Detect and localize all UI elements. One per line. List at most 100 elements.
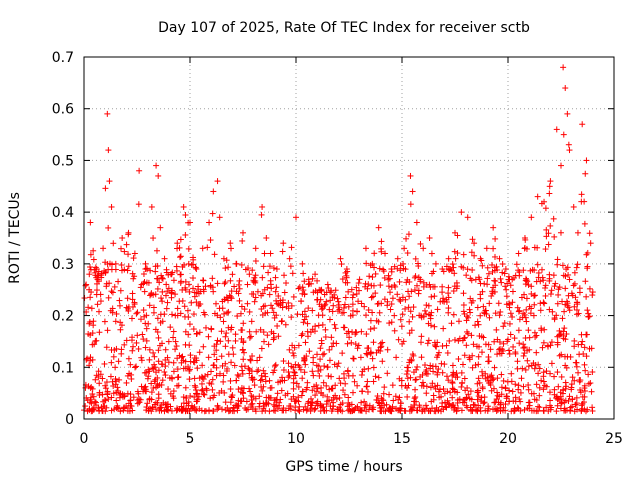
data-point xyxy=(201,391,208,398)
data-point xyxy=(162,363,169,370)
data-point xyxy=(244,300,251,307)
data-point xyxy=(432,385,439,392)
data-point xyxy=(430,368,437,375)
data-point xyxy=(502,283,509,290)
data-point xyxy=(477,291,484,298)
data-point xyxy=(285,369,292,376)
data-point xyxy=(431,293,438,300)
data-point xyxy=(425,320,432,327)
data-point xyxy=(482,307,489,314)
data-point xyxy=(176,244,183,251)
data-point xyxy=(192,406,199,413)
data-point xyxy=(174,240,181,247)
data-point xyxy=(560,272,567,279)
y-tick-label: 0.1 xyxy=(52,360,74,376)
chart-title: Day 107 of 2025, Rate Of TEC Index for r… xyxy=(158,20,530,36)
data-point xyxy=(485,403,492,410)
data-point xyxy=(225,297,232,304)
data-point xyxy=(368,349,375,356)
data-point xyxy=(262,302,269,309)
data-point xyxy=(238,363,245,370)
data-point xyxy=(246,385,253,392)
data-point xyxy=(185,260,192,267)
data-point xyxy=(328,343,335,350)
data-point xyxy=(136,167,143,174)
data-point xyxy=(170,328,177,335)
data-point xyxy=(236,277,243,284)
data-point xyxy=(123,337,130,344)
data-point xyxy=(121,404,128,411)
data-point xyxy=(531,396,538,403)
data-point xyxy=(326,316,333,323)
data-point xyxy=(443,299,450,306)
data-point xyxy=(354,345,361,352)
data-point xyxy=(559,390,566,397)
data-point xyxy=(497,404,504,411)
data-point xyxy=(449,394,456,401)
data-point xyxy=(349,294,356,301)
data-point xyxy=(313,388,320,395)
y-tick-label: 0.5 xyxy=(52,153,74,169)
data-point xyxy=(173,343,180,350)
data-point xyxy=(522,366,529,373)
data-point xyxy=(147,292,154,299)
data-point xyxy=(554,261,561,268)
data-point xyxy=(105,266,112,273)
data-point xyxy=(417,240,424,247)
data-point xyxy=(516,340,523,347)
data-point xyxy=(571,280,578,287)
data-point xyxy=(362,245,369,252)
data-point xyxy=(403,235,410,242)
data-point xyxy=(288,244,295,251)
data-point xyxy=(144,266,151,273)
data-point xyxy=(251,274,258,281)
data-point xyxy=(391,282,398,289)
data-point xyxy=(471,240,478,247)
data-point xyxy=(342,380,349,387)
data-point xyxy=(405,231,412,238)
data-point xyxy=(112,260,119,267)
data-point xyxy=(533,349,540,356)
data-point xyxy=(162,356,169,363)
data-point xyxy=(88,408,95,415)
data-point xyxy=(474,396,481,403)
data-point xyxy=(316,372,323,379)
data-point xyxy=(448,267,455,274)
data-point xyxy=(521,406,528,413)
data-point xyxy=(520,341,527,348)
data-point xyxy=(104,327,111,334)
data-point xyxy=(511,335,518,342)
x-tick-label: 5 xyxy=(186,431,195,447)
data-point xyxy=(369,274,376,281)
data-point xyxy=(161,368,168,375)
data-point xyxy=(190,311,197,318)
data-point xyxy=(157,319,164,326)
data-point xyxy=(350,355,357,362)
data-point xyxy=(524,278,531,285)
data-point xyxy=(191,375,198,382)
data-point xyxy=(471,401,478,408)
data-point xyxy=(577,389,584,396)
data-point xyxy=(246,370,253,377)
data-point xyxy=(116,376,123,383)
data-point xyxy=(214,178,221,185)
data-point xyxy=(398,377,405,384)
data-point xyxy=(404,250,411,257)
data-point xyxy=(162,372,169,379)
data-point xyxy=(402,382,409,389)
data-point xyxy=(361,366,368,373)
data-point xyxy=(530,312,537,319)
data-point xyxy=(386,391,393,398)
data-point xyxy=(364,351,371,358)
data-point xyxy=(161,408,168,415)
data-point xyxy=(397,262,404,269)
data-point xyxy=(217,314,224,321)
data-point xyxy=(365,281,372,288)
data-point xyxy=(290,379,297,386)
data-point xyxy=(159,288,166,295)
data-point xyxy=(520,383,527,390)
data-point xyxy=(507,282,514,289)
data-point xyxy=(445,377,452,384)
data-point xyxy=(176,254,183,261)
data-point xyxy=(493,326,500,333)
